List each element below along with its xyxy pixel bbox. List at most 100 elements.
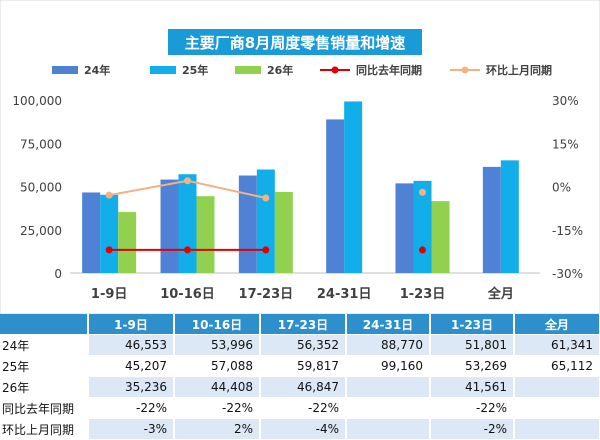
table-header: 全月 bbox=[514, 314, 600, 335]
legend-label: 同比去年同期 bbox=[356, 63, 422, 77]
legend-label: 26年 bbox=[267, 63, 293, 77]
bar bbox=[118, 212, 137, 273]
y-tick-label: 0 bbox=[54, 267, 62, 281]
table-row: 24年 46,553 53,996 56,352 88,770 51,801 6… bbox=[0, 334, 600, 356]
legend-swatch bbox=[150, 66, 176, 74]
chart: 主要厂商8月周度零售销量和增速 24年 25年 26年 同比去年同期 环比上月同期 0 2… bbox=[0, 0, 600, 314]
row-label: 24年 bbox=[0, 334, 89, 356]
table-cell bbox=[514, 418, 600, 440]
legend-marker bbox=[461, 66, 469, 74]
table-header: 17-23日 bbox=[260, 314, 347, 335]
y2-tick-label: 0% bbox=[552, 181, 571, 195]
y-tick-label: 100,000 bbox=[12, 94, 62, 108]
legend-swatch bbox=[52, 66, 78, 74]
table-cell: -22% bbox=[430, 397, 515, 419]
bar bbox=[482, 166, 501, 273]
line-point bbox=[419, 188, 426, 196]
table-cell: 57,088 bbox=[174, 355, 261, 377]
table-row: 同比去年同期 -22% -22% -22% -22% bbox=[0, 397, 600, 419]
table-cell: -2% bbox=[430, 418, 515, 440]
table-cell bbox=[346, 397, 431, 419]
bar bbox=[344, 101, 363, 273]
table-cell: 46,847 bbox=[260, 376, 347, 398]
table-cell: 59,817 bbox=[260, 355, 347, 377]
bar bbox=[178, 174, 197, 273]
table-header: 1-9日 bbox=[88, 314, 175, 335]
table-cell: 53,269 bbox=[430, 355, 515, 377]
bar bbox=[500, 160, 519, 273]
table-cell: 61,341 bbox=[514, 334, 600, 356]
y2-tick-label: 30% bbox=[552, 94, 579, 108]
table-header: 10-16日 bbox=[174, 314, 261, 335]
x-tick-label: 全月 bbox=[487, 286, 514, 302]
table-cell: 35,236 bbox=[88, 376, 175, 398]
x-axis-labels: 1-9日 10-16日 17-23日 24-31日 1-23日 全月 bbox=[91, 286, 514, 302]
table-cell: 99,160 bbox=[346, 355, 431, 377]
row-label: 25年 bbox=[0, 355, 89, 377]
legend-label: 24年 bbox=[84, 63, 110, 77]
x-tick-label: 17-23日 bbox=[239, 287, 294, 302]
y2-tick-label: -30% bbox=[552, 267, 583, 281]
row-label: 环比上月同期 bbox=[0, 418, 89, 440]
line-point bbox=[262, 194, 270, 202]
table-header-blank bbox=[0, 314, 89, 335]
y-tick-label: 75,000 bbox=[20, 137, 62, 151]
x-tick-label: 10-16日 bbox=[160, 287, 215, 302]
table-cell: 44,408 bbox=[174, 376, 261, 398]
table-header-row: 1-9日 10-16日 17-23日 24-31日 1-23日 全月 bbox=[0, 314, 600, 335]
table-cell bbox=[346, 376, 431, 398]
row-label: 26年 bbox=[0, 376, 89, 398]
y2-tick-label: 15% bbox=[552, 137, 579, 151]
bar bbox=[431, 201, 450, 273]
table-cell: -22% bbox=[174, 397, 261, 419]
table-header: 24-31日 bbox=[346, 314, 431, 335]
x-tick-label: 1-9日 bbox=[91, 287, 128, 302]
table-cell: -4% bbox=[260, 418, 347, 440]
y-axis-right: -30% -15% 0% 15% 30% bbox=[552, 94, 583, 281]
x-tick-label: 24-31日 bbox=[317, 287, 372, 302]
data-table: 1-9日 10-16日 17-23日 24-31日 1-23日 全月 24年 4… bbox=[0, 314, 600, 440]
line-point bbox=[105, 246, 113, 254]
y-axis-left: 0 25,000 50,000 75,000 100,000 bbox=[12, 94, 62, 281]
bar bbox=[274, 191, 293, 273]
table-cell bbox=[514, 376, 600, 398]
table-cell: 88,770 bbox=[346, 334, 431, 356]
table-cell: -22% bbox=[260, 397, 347, 419]
bar bbox=[160, 179, 179, 273]
table-cell: 2% bbox=[174, 418, 261, 440]
legend: 24年 25年 26年 同比去年同期 环比上月同期 bbox=[52, 63, 552, 77]
table-cell: 65,112 bbox=[514, 355, 600, 377]
table-cell: 41,561 bbox=[430, 376, 515, 398]
legend-marker bbox=[331, 66, 339, 74]
line-point bbox=[262, 246, 270, 254]
table-row: 26年 35,236 44,408 46,847 41,561 bbox=[0, 376, 600, 398]
row-label: 同比去年同期 bbox=[0, 397, 89, 419]
legend-swatch bbox=[235, 66, 261, 74]
bar bbox=[413, 180, 432, 273]
line-point bbox=[105, 191, 113, 199]
line-point bbox=[184, 177, 191, 185]
bar bbox=[100, 194, 119, 273]
table-row: 25年 45,207 57,088 59,817 99,160 53,269 6… bbox=[0, 355, 600, 377]
table-header: 1-23日 bbox=[430, 314, 515, 335]
bar bbox=[82, 192, 101, 273]
chart-title: 主要厂商8月周度零售销量和增速 bbox=[185, 34, 405, 52]
bar bbox=[256, 169, 275, 273]
series-lines bbox=[105, 177, 426, 254]
bar bbox=[238, 175, 257, 273]
table-cell: 56,352 bbox=[260, 334, 347, 356]
table-cell: -3% bbox=[88, 418, 175, 440]
line-point bbox=[184, 246, 191, 254]
bar bbox=[196, 196, 215, 273]
y-tick-label: 50,000 bbox=[20, 181, 62, 195]
title-box bbox=[168, 29, 422, 55]
table-cell: -22% bbox=[88, 397, 175, 419]
legend-label: 25年 bbox=[182, 63, 208, 77]
line-point bbox=[419, 246, 426, 254]
table-cell: 45,207 bbox=[88, 355, 175, 377]
table-cell: 53,996 bbox=[174, 334, 261, 356]
y2-tick-label: -15% bbox=[552, 224, 583, 238]
x-tick-label: 1-23日 bbox=[400, 287, 446, 302]
table-cell bbox=[346, 418, 431, 440]
table-row: 环比上月同期 -3% 2% -4% -2% bbox=[0, 418, 600, 440]
